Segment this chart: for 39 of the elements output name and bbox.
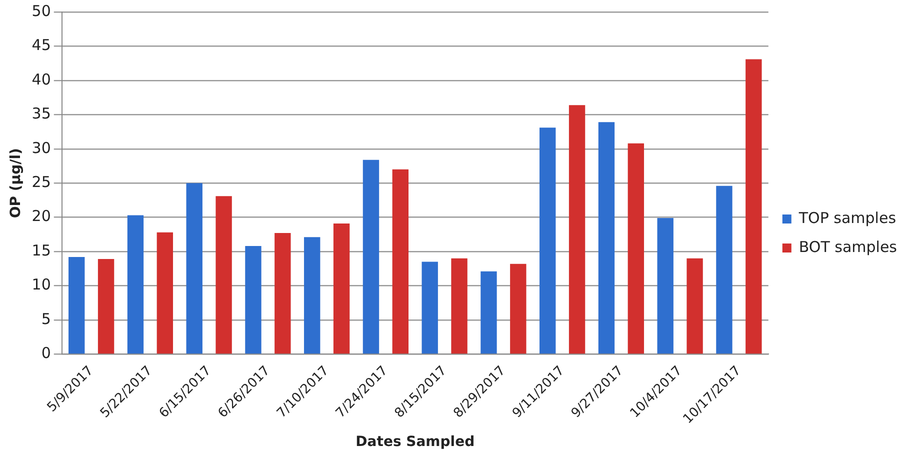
bar [422, 262, 438, 354]
y-tick-label: 5 [41, 310, 51, 328]
bar [98, 259, 114, 354]
y-tick-label: 20 [32, 207, 51, 226]
y-tick-label: 10 [32, 276, 51, 294]
bar [186, 183, 202, 354]
bar [362, 160, 380, 354]
legend-label: BOT samples [798, 238, 898, 256]
bar [716, 186, 732, 354]
y-tick-label: 0 [41, 344, 51, 362]
y-tick-label: 25 [32, 172, 51, 191]
y-tick-label: 30 [32, 138, 51, 157]
bar [156, 232, 174, 354]
bar [628, 143, 644, 354]
bar [657, 218, 674, 354]
bar [333, 223, 350, 354]
bar [245, 246, 262, 354]
bar [686, 258, 703, 354]
bar [510, 264, 526, 354]
y-tick-label: 45 [32, 36, 51, 54]
y-tick-label: 40 [32, 70, 51, 88]
bar [480, 271, 497, 354]
bar [304, 237, 320, 354]
y-tick-label: 50 [32, 2, 51, 20]
bar [746, 59, 762, 354]
bar [540, 128, 556, 354]
bar [127, 215, 144, 354]
bar [568, 105, 586, 354]
y-axis-title: OP (µg/l) [8, 148, 24, 218]
bar [68, 257, 85, 354]
legend-label: TOP samples [798, 208, 896, 227]
y-tick-label: 15 [32, 241, 51, 260]
bar [274, 233, 291, 354]
bar [451, 258, 468, 354]
bar [598, 122, 615, 354]
bar [216, 196, 232, 354]
bar [392, 169, 409, 354]
x-axis-title: Dates Sampled [356, 434, 475, 450]
y-tick-label: 35 [32, 104, 51, 123]
